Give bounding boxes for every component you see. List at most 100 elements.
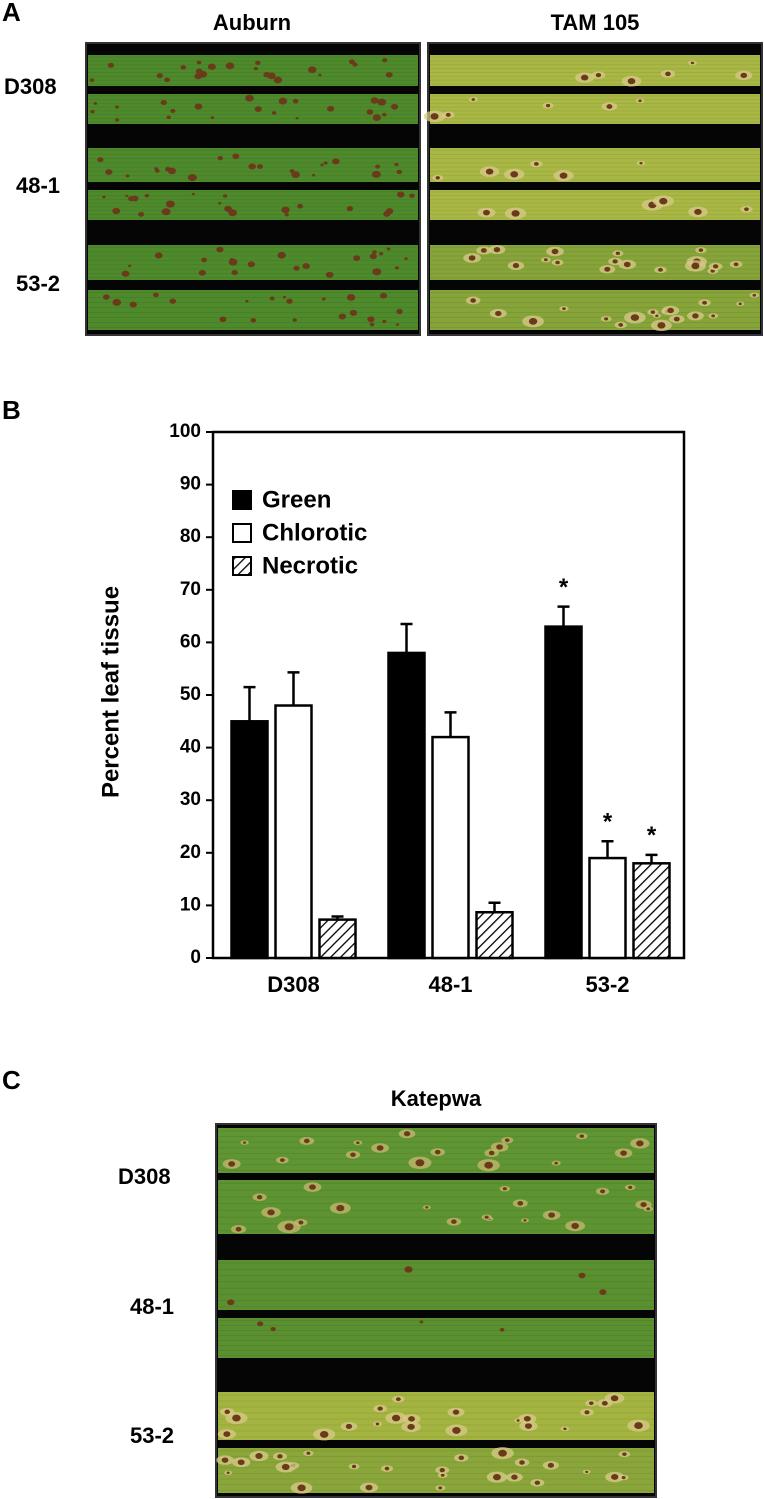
lesion xyxy=(377,1406,383,1411)
lesion xyxy=(510,171,519,178)
lesion xyxy=(740,72,748,79)
lesion xyxy=(658,267,663,272)
y-tick-label: 70 xyxy=(180,579,201,600)
lesion xyxy=(90,109,95,114)
lesion xyxy=(458,1455,465,1461)
lesion xyxy=(367,316,375,323)
lesion xyxy=(351,1464,357,1469)
lesion xyxy=(237,1459,245,1466)
bar xyxy=(544,625,583,960)
lesion xyxy=(579,1134,585,1138)
lesion xyxy=(114,118,120,122)
lesion xyxy=(349,309,358,316)
lesion xyxy=(733,262,739,267)
lesion xyxy=(480,248,487,253)
lesion xyxy=(207,63,216,70)
lesion xyxy=(281,1463,290,1471)
bar xyxy=(632,862,671,960)
lesion xyxy=(231,269,238,276)
lesion xyxy=(621,1476,626,1480)
lesion xyxy=(375,164,381,169)
lesion xyxy=(129,301,137,308)
lesion xyxy=(267,1209,275,1216)
leaf-photo xyxy=(423,42,763,336)
y-tick-label: 90 xyxy=(180,474,201,495)
panel-label: A xyxy=(2,0,21,27)
lesion xyxy=(169,298,177,304)
lesion xyxy=(396,191,405,198)
lesion xyxy=(191,192,195,196)
lesion xyxy=(430,113,439,120)
lesion xyxy=(125,174,130,178)
lesion xyxy=(380,292,388,299)
lesion xyxy=(528,318,538,325)
lesion xyxy=(303,1138,310,1144)
bar xyxy=(588,856,627,960)
lesion xyxy=(440,1473,445,1477)
lesion xyxy=(404,1266,413,1273)
leaf-photo xyxy=(85,42,421,336)
lesion xyxy=(612,259,618,264)
bar xyxy=(318,918,357,960)
y-tick-label: 10 xyxy=(180,894,201,915)
lesion xyxy=(615,251,621,256)
lesion xyxy=(752,293,757,297)
lesion xyxy=(395,266,400,270)
lesion xyxy=(435,176,440,180)
lesion xyxy=(232,153,240,160)
lesion xyxy=(227,1299,235,1306)
lesion xyxy=(256,164,264,170)
lesion xyxy=(445,112,451,117)
row-label: 48-1 xyxy=(130,1294,174,1319)
lesion xyxy=(282,295,287,299)
lesion xyxy=(346,293,356,301)
leaf xyxy=(430,148,760,182)
lesion xyxy=(611,1474,619,1480)
lesion xyxy=(744,207,749,212)
lesion xyxy=(369,322,375,327)
bar xyxy=(431,735,470,960)
lesion xyxy=(194,103,203,110)
lesion xyxy=(562,307,566,311)
lesion xyxy=(396,308,403,315)
lesion xyxy=(555,260,560,265)
lesion xyxy=(245,94,254,102)
lesion xyxy=(511,210,520,217)
lesion xyxy=(386,247,391,251)
lesion xyxy=(267,72,276,80)
lesion xyxy=(523,1415,531,1422)
lesion xyxy=(396,169,403,175)
lesion xyxy=(640,1202,647,1208)
row-label: 53-2 xyxy=(16,271,60,296)
lesion xyxy=(484,1161,493,1169)
lesion xyxy=(482,209,490,216)
lesion xyxy=(247,261,255,268)
lesion xyxy=(180,65,187,70)
lesion xyxy=(409,193,415,198)
lesion xyxy=(370,97,379,104)
lesion xyxy=(195,68,203,74)
lesion xyxy=(235,1226,242,1232)
leaf xyxy=(88,290,418,330)
leaf xyxy=(218,1318,654,1358)
lesion xyxy=(107,62,115,68)
row-label: D308 xyxy=(118,1164,171,1189)
lesion xyxy=(115,105,119,109)
lesion xyxy=(523,1219,527,1222)
lesion xyxy=(415,1159,425,1167)
lesion xyxy=(600,1189,606,1194)
x-tick-label: 48-1 xyxy=(428,972,472,997)
lesion xyxy=(112,298,122,306)
leaf xyxy=(430,290,760,330)
lesion xyxy=(673,316,680,322)
lesion xyxy=(622,1452,627,1456)
lesion xyxy=(187,174,197,182)
lesion xyxy=(378,251,384,256)
lesion xyxy=(321,297,326,301)
lesion xyxy=(545,103,551,108)
lesion xyxy=(271,111,277,115)
error-bar xyxy=(243,685,256,722)
lesion xyxy=(277,251,286,259)
lesion xyxy=(154,252,163,259)
lesion xyxy=(226,1471,230,1474)
